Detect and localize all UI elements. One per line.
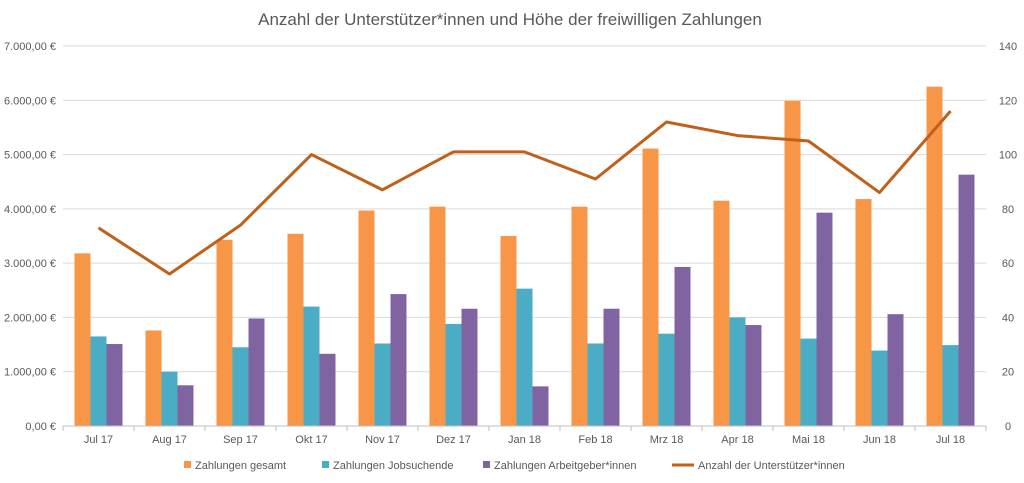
bar bbox=[390, 294, 407, 426]
x-axis: Jul 17 Aug 17 Sep 17 Okt 17 Nov 17 Dez 17 Jan … bbox=[62, 425, 987, 446]
bar bbox=[429, 206, 446, 426]
bar bbox=[674, 266, 691, 426]
bar bbox=[816, 212, 833, 426]
legend-swatch bbox=[483, 461, 490, 468]
bar bbox=[303, 306, 320, 426]
bar bbox=[713, 200, 730, 426]
x-tick-label: Jun 18 bbox=[863, 434, 896, 446]
left-tick-label: 4.000,00 € bbox=[4, 204, 56, 216]
x-tick-label: Okt 17 bbox=[295, 434, 327, 446]
right-tick-label: 20 bbox=[1002, 367, 1014, 379]
bar bbox=[248, 318, 265, 426]
bar bbox=[516, 288, 533, 426]
bar bbox=[784, 100, 801, 426]
bar bbox=[90, 336, 107, 426]
left-tick-label: 0,00 € bbox=[25, 421, 56, 433]
left-tick-label: 2.000,00 € bbox=[4, 312, 56, 324]
x-tick-label: Mrz 18 bbox=[650, 434, 684, 446]
legend-swatch bbox=[184, 461, 191, 468]
right-axis: 0 20 40 60 80 100 120 140 bbox=[999, 41, 1017, 433]
bar bbox=[232, 347, 249, 426]
bar bbox=[106, 344, 123, 426]
x-tick-label: Mai 18 bbox=[792, 434, 825, 446]
bar bbox=[571, 206, 588, 426]
legend-label: Anzahl der Unterstützer*innen bbox=[698, 460, 845, 472]
right-tick-label: 60 bbox=[1002, 258, 1014, 270]
x-tick-label: Dez 17 bbox=[436, 434, 471, 446]
bar bbox=[958, 174, 975, 426]
bar bbox=[855, 199, 872, 426]
bar bbox=[287, 233, 304, 426]
bar bbox=[642, 148, 659, 426]
bar bbox=[587, 343, 604, 426]
right-tick-label: 40 bbox=[1002, 312, 1014, 324]
x-tick-label: Sep 17 bbox=[223, 434, 258, 446]
left-tick-label: 6.000,00 € bbox=[4, 95, 56, 107]
legend-label: Zahlungen Jobsuchende bbox=[333, 460, 453, 472]
x-tick-label: Feb 18 bbox=[578, 434, 612, 446]
right-tick-label: 80 bbox=[1002, 204, 1014, 216]
bar bbox=[319, 353, 336, 426]
bar bbox=[358, 210, 375, 426]
bar bbox=[145, 330, 162, 426]
legend-label: Zahlungen Arbeitgeber*innen bbox=[494, 460, 637, 472]
bar bbox=[445, 323, 462, 426]
bar bbox=[658, 333, 675, 426]
bar bbox=[461, 308, 478, 426]
bar bbox=[532, 386, 549, 426]
bar bbox=[374, 343, 391, 426]
left-tick-label: 1.000,00 € bbox=[4, 367, 56, 379]
chart-title: Anzahl der Unterstützer*innen und Höhe d… bbox=[258, 10, 762, 29]
bar bbox=[74, 253, 91, 426]
legend: Zahlungen gesamt Zahlungen Jobsuchende Zah… bbox=[184, 460, 845, 472]
bar bbox=[500, 236, 517, 426]
bar bbox=[745, 325, 762, 426]
x-tick-label: Jan 18 bbox=[508, 434, 541, 446]
left-tick-label: 7.000,00 € bbox=[4, 41, 56, 53]
x-tick-label: Jul 18 bbox=[936, 434, 965, 446]
bar bbox=[800, 338, 817, 426]
x-tick-label: Apr 18 bbox=[721, 434, 753, 446]
right-tick-label: 140 bbox=[999, 41, 1017, 53]
bar bbox=[942, 345, 959, 426]
x-tick-label: Aug 17 bbox=[152, 434, 187, 446]
left-axis: 0,00 € 1.000,00 € 2.000,00 € 3.000,00 € 4.00… bbox=[4, 41, 56, 433]
bar bbox=[177, 385, 194, 426]
bar bbox=[161, 371, 178, 426]
legend-swatch bbox=[322, 461, 329, 468]
x-tick-label: Jul 17 bbox=[84, 434, 113, 446]
left-tick-label: 5.000,00 € bbox=[4, 150, 56, 162]
supporters-line bbox=[97, 110, 952, 276]
legend-label: Zahlungen gesamt bbox=[195, 460, 286, 472]
left-tick-label: 3.000,00 € bbox=[4, 258, 56, 270]
bar bbox=[871, 350, 888, 426]
bar bbox=[729, 317, 746, 426]
bar bbox=[887, 314, 904, 426]
bar bbox=[926, 86, 943, 426]
right-tick-label: 120 bbox=[999, 95, 1017, 107]
bars bbox=[74, 86, 975, 426]
series-line bbox=[97, 110, 952, 276]
bar bbox=[216, 239, 233, 426]
right-tick-label: 100 bbox=[999, 150, 1017, 162]
bar bbox=[603, 308, 620, 426]
right-tick-label: 0 bbox=[1005, 421, 1011, 433]
x-tick-label: Nov 17 bbox=[365, 434, 400, 446]
